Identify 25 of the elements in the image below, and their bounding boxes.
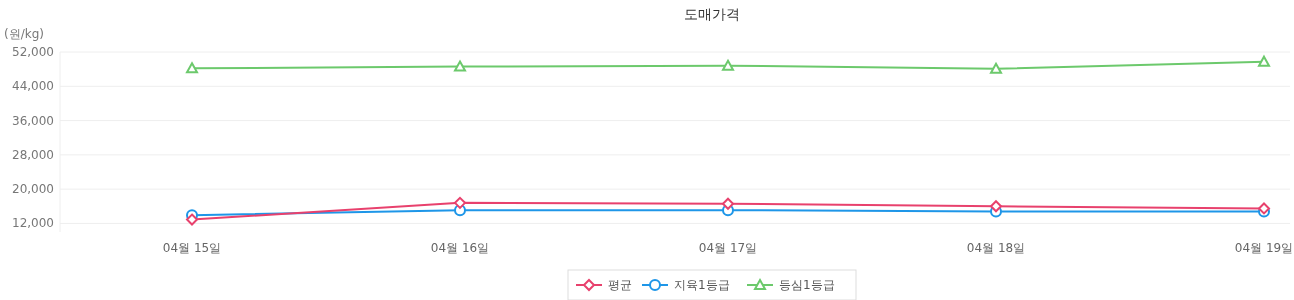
chart-title: 도매가격 [684, 6, 740, 22]
legend-label: 등심1등급 [779, 278, 835, 292]
point [454, 60, 466, 72]
point [990, 62, 1002, 74]
y-axis-title: (원/kg) [4, 27, 44, 41]
point [186, 62, 198, 74]
y-tick-label: 28,000 [12, 147, 54, 162]
x-tick-label: 04월 18일 [966, 241, 1026, 255]
legend-label: 평균 [608, 278, 632, 292]
point [186, 213, 198, 226]
legend-label: 지육1등급 [674, 278, 730, 292]
y-tick-label: 36,000 [12, 113, 54, 128]
y-tick-label: 12,000 [12, 216, 54, 231]
point [454, 196, 466, 209]
x-tick-label: 04월 16일 [430, 241, 490, 255]
y-tick-label: 44,000 [12, 79, 54, 94]
x-tick-label: 04월 15일 [162, 241, 222, 255]
point [722, 59, 734, 71]
y-tick-label: 20,000 [12, 182, 54, 197]
x-tick-label: 04월 19일 [1234, 241, 1294, 255]
x-tick-label: 04월 17일 [698, 241, 758, 255]
point [990, 200, 1002, 213]
y-tick-label: 52,000 [12, 45, 54, 59]
point [1258, 55, 1270, 67]
point [722, 197, 734, 210]
